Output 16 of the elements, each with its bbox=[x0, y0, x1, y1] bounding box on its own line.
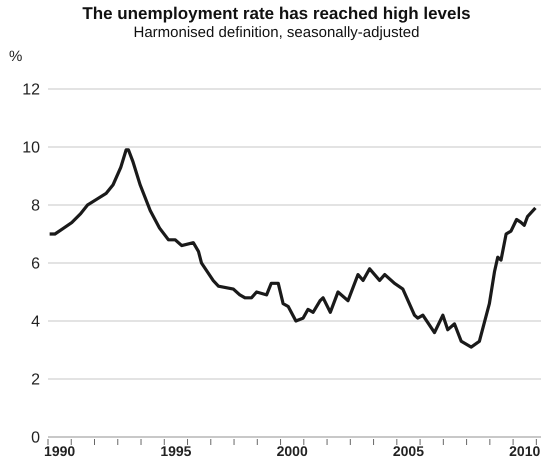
y-tick-label: 12 bbox=[22, 82, 40, 99]
line-series bbox=[48, 148, 538, 349]
y-axis-title: % bbox=[8, 48, 24, 67]
chart-subtitle: Harmonised definition, seasonally-adjusted bbox=[132, 24, 420, 42]
chart-title: The unemployment rate has reached high levels bbox=[81, 4, 472, 24]
y-tick-label: 0 bbox=[31, 430, 40, 447]
y-tick-label: 4 bbox=[31, 314, 40, 331]
x-tick-label: 2005 bbox=[392, 443, 424, 459]
y-tick-label: 10 bbox=[22, 140, 40, 157]
y-tick-label: 2 bbox=[31, 372, 40, 389]
x-tick-label: 2010 bbox=[509, 443, 540, 459]
x-tick-label: 1990 bbox=[44, 443, 76, 459]
y-tick-label: 6 bbox=[31, 256, 40, 273]
x-tick-label: 1995 bbox=[160, 443, 192, 459]
y-tick-label: 8 bbox=[31, 198, 40, 215]
x-tick-label: 2000 bbox=[276, 443, 308, 459]
